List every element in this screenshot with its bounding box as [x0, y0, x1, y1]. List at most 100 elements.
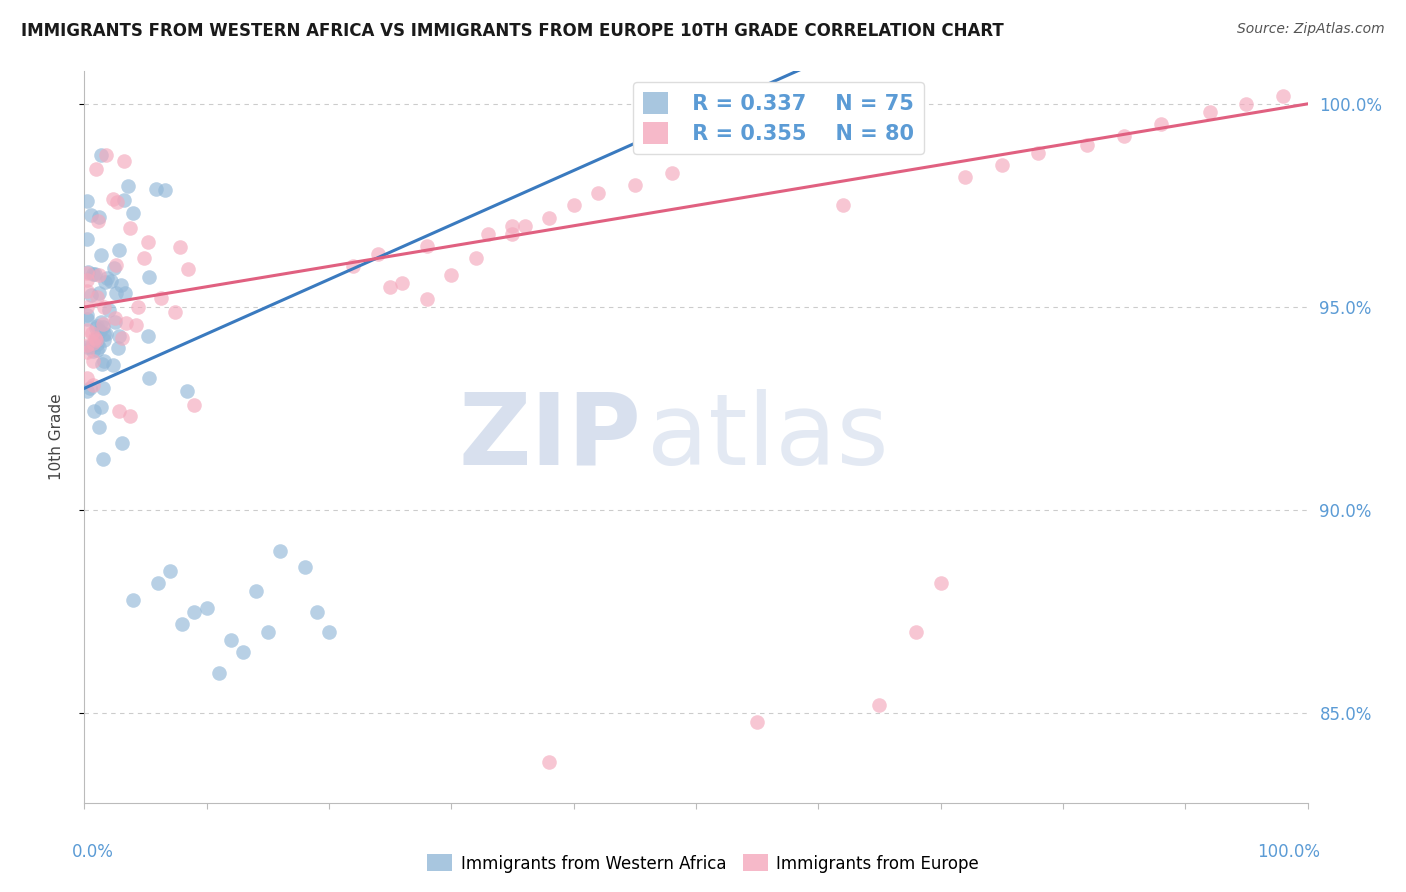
Text: atlas: atlas [647, 389, 889, 485]
Point [538, 211, 561, 225]
Point [104, 310, 127, 325]
Point [1236, 96, 1258, 111]
Point [169, 240, 191, 254]
Point [146, 576, 169, 591]
Point [165, 305, 187, 319]
Point [1198, 105, 1220, 120]
Point [502, 227, 524, 241]
Point [107, 341, 129, 355]
Point [76, 384, 98, 399]
Point [586, 186, 609, 201]
Point [502, 219, 524, 233]
Point [80, 326, 103, 340]
Point [183, 605, 205, 619]
Point [96, 271, 118, 285]
Point [124, 318, 146, 332]
Point [89, 324, 111, 338]
Point [90, 315, 112, 329]
Point [111, 435, 134, 450]
Point [132, 251, 155, 265]
Point [127, 300, 149, 314]
Point [100, 274, 122, 288]
Point [953, 169, 976, 184]
Point [91, 381, 114, 395]
Point [172, 617, 194, 632]
Point [86, 319, 108, 334]
Point [208, 665, 231, 680]
Legend: Immigrants from Western Africa, Immigrants from Europe: Immigrants from Western Africa, Immigran… [420, 847, 986, 880]
Point [562, 198, 585, 212]
Point [90, 357, 112, 371]
Point [82, 343, 104, 358]
Point [624, 178, 647, 193]
Point [76, 323, 98, 337]
Point [108, 329, 131, 343]
Point [869, 698, 891, 713]
Text: 100.0%: 100.0% [1257, 843, 1320, 861]
Point [94, 276, 117, 290]
Point [136, 235, 159, 250]
Point [929, 576, 952, 591]
Point [107, 243, 129, 257]
Point [79, 287, 101, 301]
Point [1028, 145, 1050, 160]
Point [86, 337, 108, 351]
Point [245, 584, 267, 599]
Point [120, 221, 142, 235]
Point [318, 625, 340, 640]
Point [342, 260, 364, 274]
Point [232, 645, 254, 659]
Point [416, 292, 439, 306]
Point [86, 343, 108, 358]
Point [195, 600, 218, 615]
Point [76, 312, 98, 326]
Point [80, 340, 103, 354]
Point [905, 625, 928, 640]
Point [110, 278, 132, 293]
Point [93, 300, 115, 314]
Text: 0.0%: 0.0% [72, 843, 114, 861]
Point [101, 192, 124, 206]
Point [86, 290, 108, 304]
Point [105, 285, 128, 300]
Point [86, 329, 108, 343]
Point [257, 625, 280, 640]
Point [82, 354, 104, 368]
Point [149, 291, 172, 305]
Point [83, 404, 105, 418]
Point [84, 162, 107, 177]
Point [76, 338, 98, 352]
Point [82, 378, 104, 392]
Point [117, 178, 139, 193]
Point [111, 331, 134, 345]
Text: Source: ZipAtlas.com: Source: ZipAtlas.com [1237, 22, 1385, 37]
Point [76, 345, 98, 359]
Point [391, 276, 413, 290]
Point [87, 268, 110, 282]
Point [380, 279, 402, 293]
Point [76, 284, 98, 298]
Point [153, 183, 176, 197]
Point [76, 371, 98, 385]
Point [76, 232, 98, 246]
Point [90, 401, 112, 415]
Point [294, 560, 316, 574]
Text: IMMIGRANTS FROM WESTERN AFRICA VS IMMIGRANTS FROM EUROPE 10TH GRADE CORRELATION : IMMIGRANTS FROM WESTERN AFRICA VS IMMIGR… [21, 22, 1004, 40]
Point [1272, 88, 1295, 103]
Point [94, 327, 117, 342]
Point [513, 219, 536, 233]
Text: ZIP: ZIP [458, 389, 641, 485]
Point [89, 420, 111, 434]
Point [122, 592, 145, 607]
Point [136, 329, 159, 343]
Point [104, 315, 127, 329]
Point [83, 268, 105, 282]
Point [138, 270, 160, 285]
Point [159, 564, 181, 578]
Point [80, 208, 103, 222]
Point [84, 331, 107, 345]
Point [76, 267, 98, 281]
Point [991, 158, 1014, 172]
Point [112, 153, 135, 168]
Point [269, 544, 291, 558]
